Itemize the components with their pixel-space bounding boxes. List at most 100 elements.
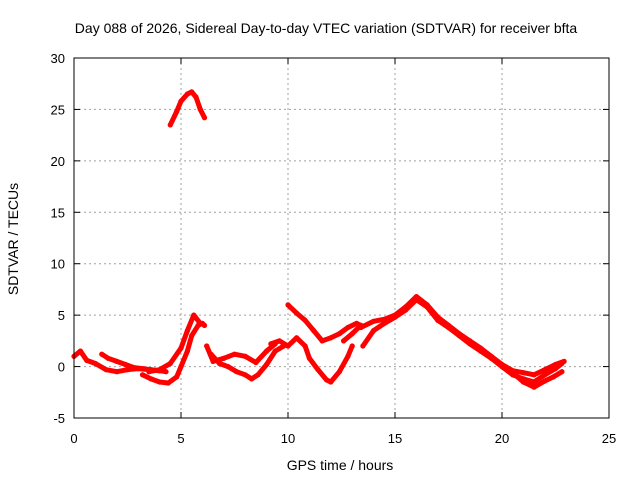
plot-frame xyxy=(73,57,610,419)
data-point xyxy=(552,361,559,368)
data-point xyxy=(456,331,462,337)
data-point xyxy=(221,355,227,361)
data-point xyxy=(345,353,351,359)
data-point xyxy=(99,351,105,357)
data-point xyxy=(122,361,128,368)
data-point xyxy=(193,94,199,100)
data-point xyxy=(146,369,152,375)
data-point xyxy=(315,367,321,373)
data-point xyxy=(561,358,567,364)
data-point xyxy=(328,335,334,341)
y-tick-label: -5 xyxy=(53,411,65,426)
data-point xyxy=(204,343,210,349)
gridlines xyxy=(74,58,609,418)
data-point xyxy=(435,314,441,320)
data-point xyxy=(231,351,238,357)
data-point xyxy=(478,345,484,351)
data-point xyxy=(381,320,387,326)
data-point xyxy=(294,310,300,316)
data-point xyxy=(163,369,169,375)
data-point xyxy=(445,322,452,328)
data-point xyxy=(178,345,184,351)
data-point xyxy=(148,376,154,382)
data-point xyxy=(285,302,291,308)
data-point xyxy=(520,379,527,385)
data-point xyxy=(531,372,537,378)
data-point xyxy=(542,372,548,378)
data-point xyxy=(178,98,184,104)
x-tick-label: 10 xyxy=(281,431,295,446)
chart-title: Day 088 of 2026, Sidereal Day-to-day VTE… xyxy=(75,20,578,36)
data-point xyxy=(255,372,261,378)
data-point xyxy=(234,369,240,375)
data-point xyxy=(167,360,173,367)
data-point xyxy=(268,341,274,347)
data-point xyxy=(178,364,184,370)
data-point xyxy=(353,320,360,326)
data-point xyxy=(336,369,342,375)
x-tick-label: 15 xyxy=(388,431,402,446)
data-point xyxy=(92,360,98,367)
data-point xyxy=(184,328,190,334)
data-point xyxy=(488,353,494,359)
data-point xyxy=(103,367,109,373)
tick-labels: 0 5 10 15 20 25 -5 0 5 10 15 20 25 30 xyxy=(51,51,617,446)
data-point xyxy=(542,378,548,384)
y-tick-label: 20 xyxy=(51,154,65,169)
data-point xyxy=(371,328,377,334)
data-point xyxy=(424,302,430,308)
data-point xyxy=(165,380,171,386)
x-tick-label: 5 xyxy=(177,431,184,446)
data-point xyxy=(131,365,137,371)
data-point xyxy=(306,355,312,361)
data-point xyxy=(559,369,565,375)
data-point xyxy=(294,335,300,341)
data-point xyxy=(157,367,163,373)
data-point xyxy=(242,353,248,359)
data-point xyxy=(157,379,163,385)
data-point xyxy=(520,370,527,376)
data-point xyxy=(531,384,537,390)
data-point xyxy=(253,359,259,366)
data-point xyxy=(319,338,325,344)
data-point xyxy=(84,357,90,363)
data-point xyxy=(201,115,208,121)
data-point xyxy=(336,331,342,337)
data-point xyxy=(349,343,355,349)
data-point xyxy=(276,338,282,344)
data-point xyxy=(272,348,278,354)
data-point xyxy=(381,316,387,322)
data-point xyxy=(242,372,248,378)
data-point xyxy=(413,294,419,300)
data-point xyxy=(197,106,203,112)
data-point xyxy=(392,312,398,318)
data-point xyxy=(167,122,173,128)
data-point xyxy=(542,367,548,373)
data-point xyxy=(139,366,146,372)
data-point xyxy=(139,372,146,378)
data-point xyxy=(189,333,195,339)
data-point xyxy=(174,108,180,115)
data-point xyxy=(311,328,317,334)
data-point xyxy=(184,348,190,354)
x-axis-label: GPS time / hours xyxy=(287,457,394,473)
data-series xyxy=(71,89,567,390)
data-point xyxy=(550,374,557,380)
data-point xyxy=(358,324,364,331)
data-point xyxy=(499,361,505,368)
data-point xyxy=(114,369,120,375)
x-tick-label: 20 xyxy=(495,431,509,446)
data-point xyxy=(302,343,308,349)
data-point xyxy=(371,318,377,324)
data-point xyxy=(349,331,355,337)
data-point xyxy=(403,304,409,310)
y-tick-label: 5 xyxy=(58,308,65,323)
data-point xyxy=(285,343,291,349)
x-tick-label: 25 xyxy=(602,431,616,446)
data-point xyxy=(264,361,270,368)
data-point xyxy=(201,322,208,328)
data-point xyxy=(341,338,347,344)
y-tick-label: 0 xyxy=(58,360,65,375)
